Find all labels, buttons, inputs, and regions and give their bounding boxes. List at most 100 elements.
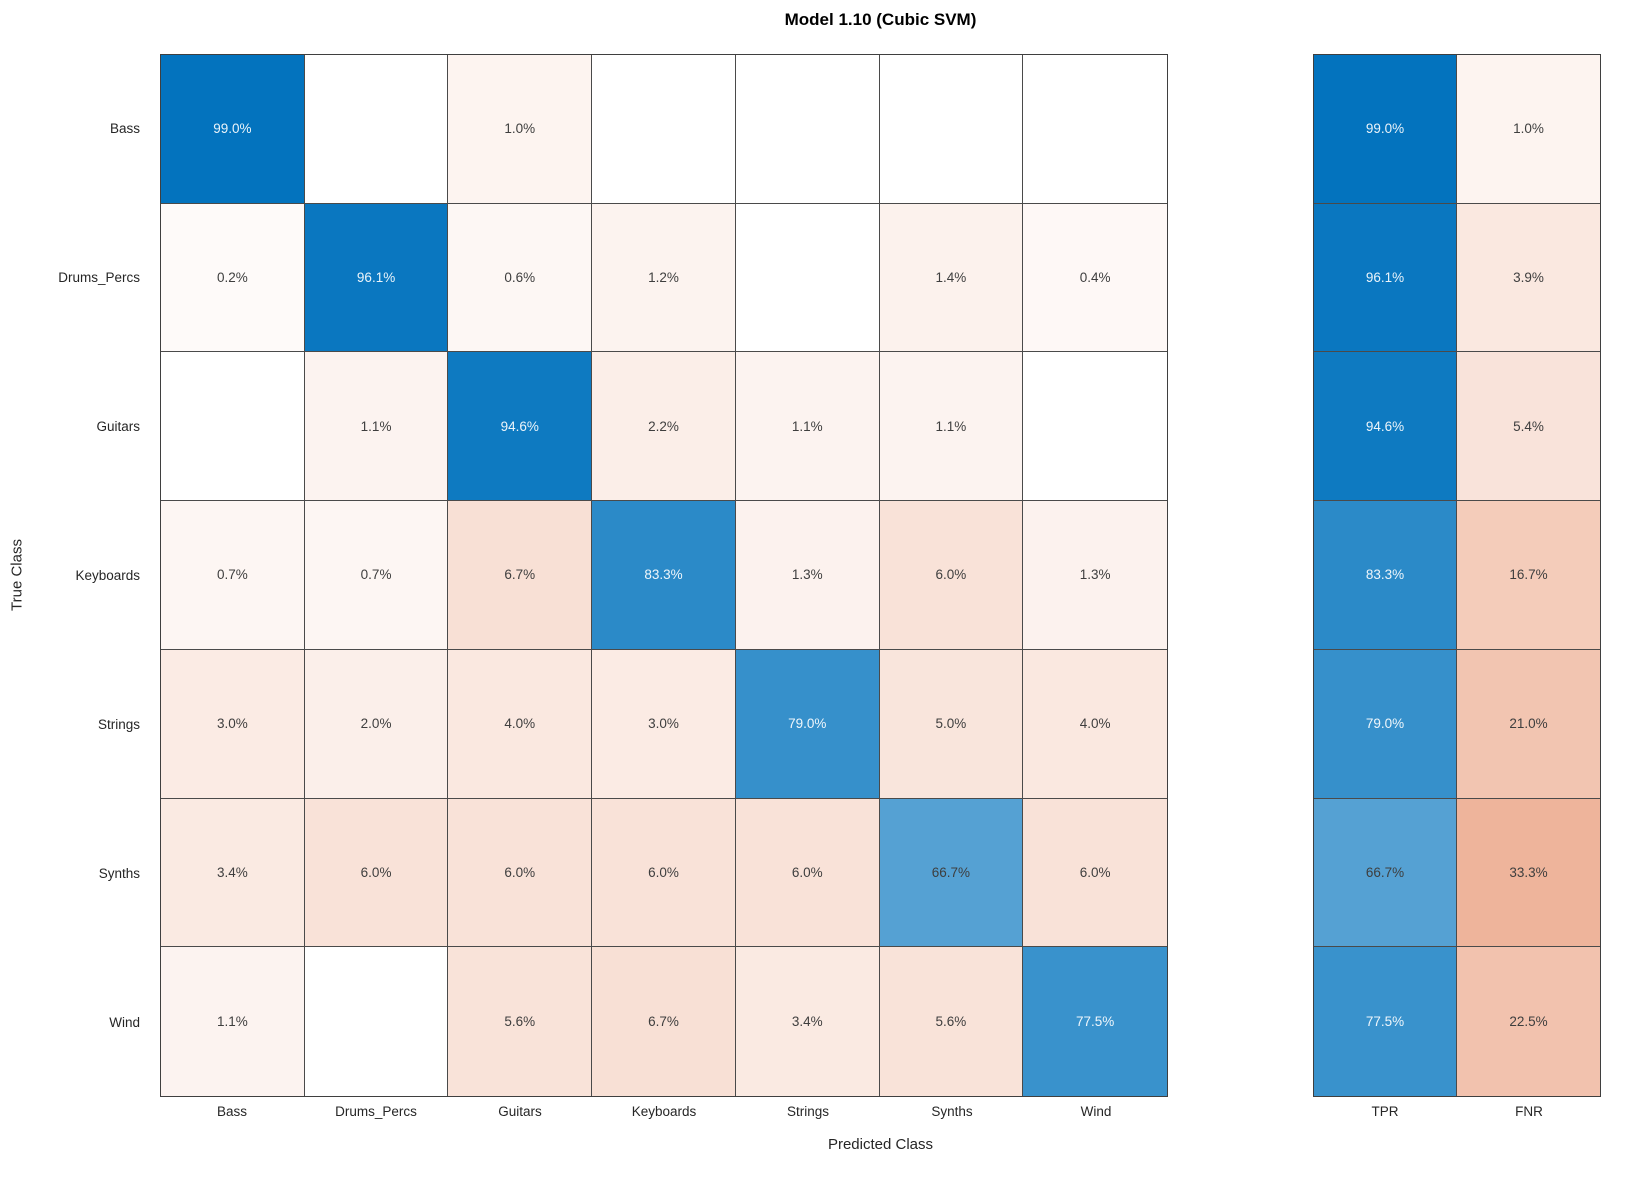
predicted-class-tick-labels: Bass Drums_Percs Guitars Keyboards Strings Sy… — [160, 1104, 1168, 1126]
matrix-cell-Wind-Drums_Percs — [304, 947, 449, 1096]
cell-value: 6.7% — [504, 567, 536, 583]
cell-value: 79.0% — [1365, 716, 1405, 732]
cell-value: 6.0% — [791, 864, 823, 880]
cell-value: 6.0% — [1079, 864, 1111, 880]
matrix-cell-Keyboards-Synths: 6.0% — [879, 501, 1024, 650]
cell-value: 94.6% — [1365, 418, 1405, 434]
cell-value: 21.0% — [1509, 716, 1548, 732]
cell-value: 5.0% — [935, 716, 967, 732]
tpr-fnr-summary-grid: 99.0% 1.0% 96.1% 3.9% 94.6% 5.4% 83.3% 16.7% 79.… — [1313, 54, 1601, 1097]
matrix-cell-Keyboards-Drums_Percs: 0.7% — [304, 501, 449, 650]
matrix-cell-Strings-Keyboards: 3.0% — [592, 649, 736, 799]
tpr-cell-Drums_Percs: 96.1% — [1314, 203, 1457, 353]
matrix-cell-Wind-Bass: 1.1% — [161, 947, 305, 1096]
matrix-cell-Strings-Wind: 4.0% — [1023, 649, 1167, 799]
matrix-cell-Bass-Wind — [1023, 55, 1167, 204]
tpr-cell-Keyboards: 83.3% — [1314, 501, 1457, 650]
matrix-cell-Keyboards-Bass: 0.7% — [161, 501, 305, 650]
matrix-cell-Strings-Guitars: 4.0% — [448, 649, 593, 799]
fnr-cell-Wind: 22.5% — [1457, 947, 1600, 1096]
cell-value: 0.4% — [1079, 270, 1111, 286]
cell-value: 16.7% — [1509, 567, 1548, 583]
matrix-cell-Bass-Drums_Percs — [304, 55, 449, 204]
cell-value: 83.3% — [644, 567, 683, 583]
cell-value: 1.4% — [935, 270, 967, 286]
cell-value: 0.7% — [216, 567, 248, 583]
y-tick-Synths: Synths — [98, 866, 140, 881]
matrix-cell-Bass-Guitars: 1.0% — [448, 55, 593, 204]
matrix-cell-Guitars-Keyboards: 2.2% — [592, 352, 736, 502]
cell-value: 22.5% — [1509, 1014, 1548, 1030]
matrix-cell-Wind-Guitars: 5.6% — [448, 947, 593, 1096]
y-tick-Guitars: Guitars — [96, 419, 140, 434]
cell-value: 2.0% — [360, 716, 392, 732]
tpr-cell-Wind: 77.5% — [1314, 947, 1457, 1096]
matrix-cell-Strings-Drums_Percs: 2.0% — [304, 649, 449, 799]
matrix-cell-Guitars-Strings: 1.1% — [735, 352, 880, 502]
cell-value: 1.3% — [1079, 567, 1111, 583]
cell-value: 83.3% — [1365, 567, 1405, 583]
fnr-cell-Guitars: 5.4% — [1457, 352, 1600, 502]
x-axis-label: Predicted Class — [827, 1136, 934, 1153]
matrix-cell-Drums_Percs-Wind: 0.4% — [1023, 203, 1167, 353]
matrix-cell-Wind-Keyboards: 6.7% — [592, 947, 736, 1096]
matrix-cell-Bass-Strings — [735, 55, 880, 204]
cell-value: 77.5% — [1075, 1014, 1115, 1030]
cell-value: 6.0% — [648, 864, 679, 880]
matrix-cell-Wind-Strings: 3.4% — [735, 947, 880, 1096]
cell-value: 1.1% — [360, 418, 392, 434]
cell-value: 96.1% — [1365, 270, 1405, 286]
true-class-tick-labels: Bass Drums_Percs Guitars Keyboards Strings Sy… — [0, 54, 150, 1097]
matrix-cell-Guitars-Guitars: 94.6% — [448, 352, 593, 502]
y-tick-Bass: Bass — [109, 121, 140, 136]
matrix-cell-Wind-Synths: 5.6% — [879, 947, 1024, 1096]
matrix-cell-Synths-Strings: 6.0% — [735, 798, 880, 948]
matrix-cell-Keyboards-Wind: 1.3% — [1023, 501, 1167, 650]
cell-value: 5.6% — [504, 1014, 536, 1030]
cell-value: 2.2% — [648, 418, 679, 434]
cell-value: 96.1% — [356, 270, 396, 286]
matrix-cell-Drums_Percs-Keyboards: 1.2% — [592, 203, 736, 353]
x-tick-Synths: Synths — [931, 1104, 973, 1119]
cell-value: 99.0% — [213, 121, 252, 137]
matrix-cell-Keyboards-Strings: 1.3% — [735, 501, 880, 650]
cell-value: 0.2% — [216, 270, 248, 286]
matrix-cell-Guitars-Synths: 1.1% — [879, 352, 1024, 502]
matrix-cell-Synths-Bass: 3.4% — [161, 798, 305, 948]
matrix-cell-Synths-Wind: 6.0% — [1023, 798, 1167, 948]
cell-value: 0.6% — [504, 270, 536, 286]
matrix-cell-Keyboards-Keyboards: 83.3% — [592, 501, 736, 650]
cell-value: 5.6% — [935, 1014, 967, 1030]
y-tick-Wind: Wind — [109, 1015, 140, 1030]
y-tick-Strings: Strings — [97, 717, 140, 732]
cell-value: 66.7% — [1365, 864, 1405, 880]
matrix-cell-Drums_Percs-Synths: 1.4% — [879, 203, 1024, 353]
matrix-cell-Drums_Percs-Strings — [735, 203, 880, 353]
cell-value: 1.0% — [1513, 121, 1544, 137]
x-tick-Drums_Percs: Drums_Percs — [335, 1104, 417, 1119]
matrix-cell-Drums_Percs-Bass: 0.2% — [161, 203, 305, 353]
cell-value: 33.3% — [1509, 864, 1548, 880]
cell-value: 5.4% — [1513, 418, 1544, 434]
cell-value: 99.0% — [1365, 121, 1405, 137]
y-tick-Keyboards: Keyboards — [75, 568, 140, 583]
cell-value: 77.5% — [1365, 1014, 1405, 1030]
matrix-cell-Synths-Keyboards: 6.0% — [592, 798, 736, 948]
matrix-cell-Guitars-Bass — [161, 352, 305, 502]
matrix-cell-Synths-Drums_Percs: 6.0% — [304, 798, 449, 948]
cell-value: 6.0% — [360, 864, 392, 880]
cell-value: 4.0% — [1079, 716, 1111, 732]
cell-value: 94.6% — [500, 418, 539, 434]
cell-value: 3.0% — [216, 716, 248, 732]
fnr-cell-Synths: 33.3% — [1457, 798, 1600, 948]
matrix-cell-Drums_Percs-Drums_Percs: 96.1% — [304, 203, 449, 353]
matrix-cell-Strings-Bass: 3.0% — [161, 649, 305, 799]
cell-value: 0.7% — [360, 567, 392, 583]
tpr-cell-Guitars: 94.6% — [1314, 352, 1457, 502]
y-tick-Drums_Percs: Drums_Percs — [58, 270, 140, 285]
summary-column-tick-labels: TPR FNR — [1313, 1104, 1601, 1126]
cell-value: 1.1% — [791, 418, 823, 434]
cell-value: 1.1% — [216, 1014, 248, 1030]
tpr-cell-Strings: 79.0% — [1314, 649, 1457, 799]
matrix-cell-Synths-Synths: 66.7% — [879, 798, 1024, 948]
